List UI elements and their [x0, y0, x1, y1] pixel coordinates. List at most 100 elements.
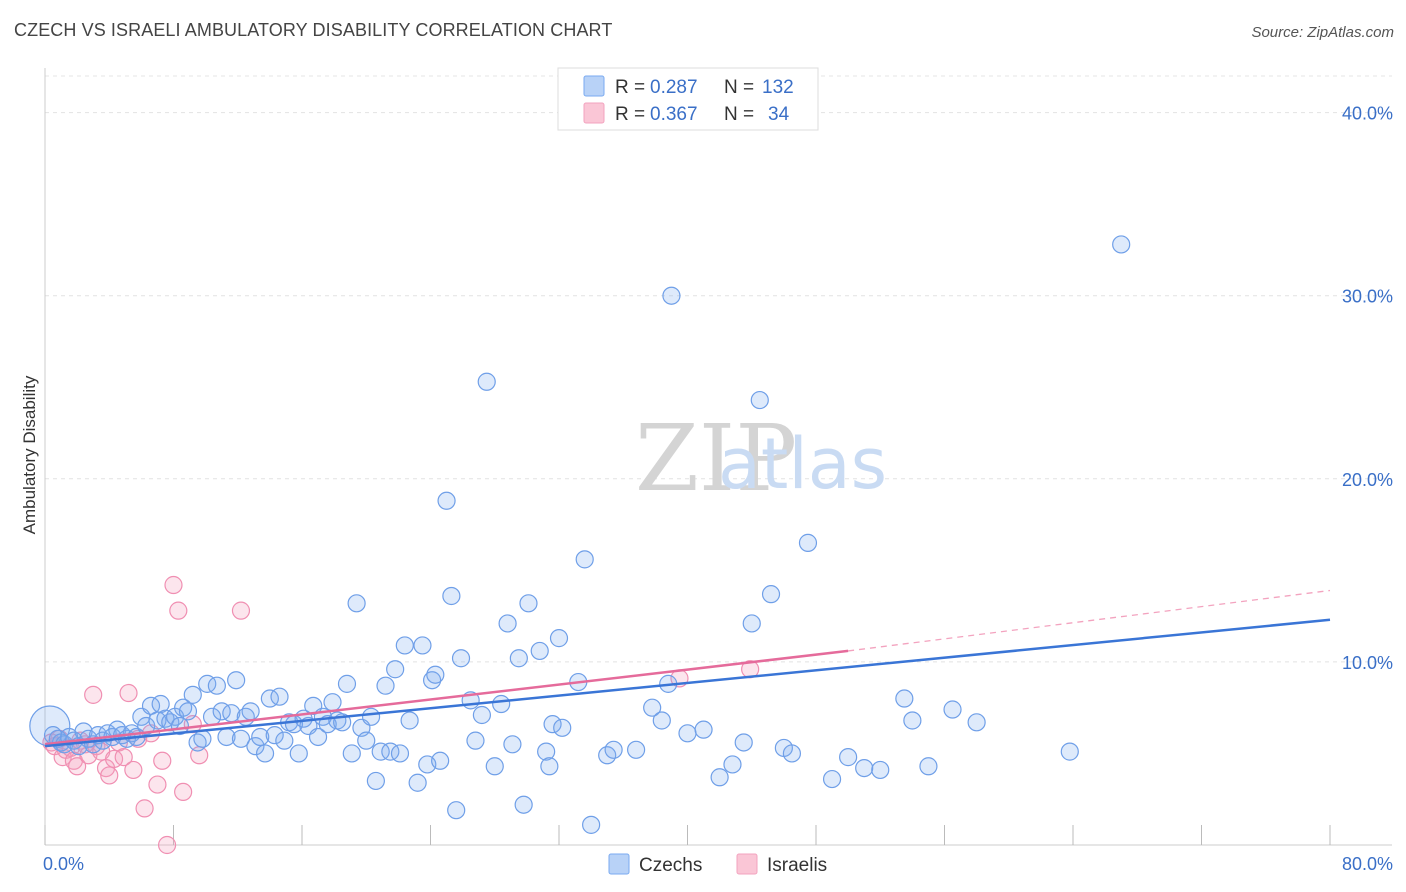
point-czechs: [540, 757, 559, 776]
watermark: ZIP atlas: [635, 405, 887, 512]
point-czechs: [413, 636, 432, 655]
legend-r-label-czechs: R =: [615, 77, 645, 98]
x-tick-label-min: 0.0%: [43, 854, 84, 874]
point-czechs: [855, 758, 874, 778]
bottom-legend-label-czechs: Czechs: [639, 855, 702, 876]
tick-labels: 10.0% 20.0% 30.0% 40.0% 0.0% 80.0%: [43, 104, 1393, 874]
point-israelis: [157, 835, 177, 855]
point-czechs: [509, 649, 528, 668]
point-czechs: [255, 744, 275, 763]
point-czechs: [178, 702, 198, 721]
y-tick-label: 40.0%: [1342, 104, 1393, 124]
point-israelis: [164, 575, 183, 595]
point-czechs: [275, 731, 294, 750]
point-israelis: [68, 757, 87, 776]
point-israelis: [148, 775, 167, 794]
y-tick-label: 20.0%: [1342, 470, 1393, 490]
point-czechs: [265, 726, 284, 745]
point-israelis: [231, 601, 251, 620]
point-israelis: [124, 760, 143, 780]
point-czechs: [270, 687, 289, 706]
legend-n-label-czechs: N =: [724, 77, 754, 98]
point-czechs: [347, 594, 366, 613]
point-czechs: [371, 742, 390, 761]
point-czechs: [451, 649, 471, 668]
point-czechs: [575, 550, 594, 569]
point-czechs: [289, 744, 308, 763]
point-czechs: [652, 711, 671, 730]
point-czechs: [395, 636, 414, 655]
point-czechs: [251, 727, 270, 747]
legend-r-value-czechs: 0.287: [650, 77, 698, 98]
legend-swatch-israelis: [583, 102, 605, 124]
point-israelis: [153, 751, 172, 770]
point-israelis: [135, 799, 154, 818]
point-czechs: [530, 641, 549, 661]
bottom-legend-label-israelis: Israelis: [767, 855, 827, 876]
bottom-legend: Czechs Israelis: [608, 853, 827, 876]
point-czechs: [742, 614, 761, 633]
trend-line-israelis: [44, 649, 849, 746]
point-czechs: [227, 671, 246, 690]
point-czechs: [537, 742, 556, 761]
point-czechs: [426, 665, 445, 684]
point-czechs: [366, 771, 385, 791]
point-czechs: [193, 729, 212, 748]
point-czechs: [492, 694, 511, 714]
legend-n-label-israelis: N =: [724, 104, 754, 125]
point-czechs: [710, 768, 729, 787]
point-czechs: [798, 533, 818, 552]
point-czechs: [782, 744, 802, 763]
chart-title: CZECH VS ISRAELI AMBULATORY DISABILITY C…: [14, 20, 613, 40]
point-czechs: [750, 390, 769, 410]
legend-n-value-israelis: 34: [768, 104, 790, 125]
point-israelis: [100, 766, 119, 785]
point-czechs: [390, 744, 410, 763]
point-czechs: [442, 586, 461, 606]
y-axis-label: Ambulatory Disability: [20, 375, 39, 534]
point-czechs: [400, 711, 419, 730]
point-czechs: [514, 795, 533, 814]
point-czechs: [662, 286, 681, 305]
y-tick-label: 30.0%: [1342, 287, 1393, 307]
watermark-zip: ZIP: [635, 405, 797, 512]
point-czechs: [386, 660, 405, 679]
point-czechs: [466, 731, 485, 750]
point-czechs: [723, 755, 742, 774]
legend-r-value-israelis: 0.367: [650, 104, 698, 125]
trend-extension-israelis: [848, 589, 1331, 652]
point-czechs: [678, 724, 697, 743]
point-czechs: [241, 702, 260, 721]
point-czechs: [967, 713, 986, 732]
point-czechs: [822, 769, 842, 789]
watermark-atlas: atlas: [718, 423, 887, 505]
series-czechs: [29, 235, 1131, 834]
point-czechs: [919, 757, 938, 776]
legend-r-label-israelis: R =: [615, 104, 645, 125]
point-czechs: [485, 757, 504, 776]
point-czechs: [423, 671, 442, 690]
point-czechs: [903, 711, 922, 730]
point-israelis: [114, 748, 133, 767]
point-czechs: [604, 740, 623, 759]
trend-line-czechs: [44, 618, 1331, 748]
point-czechs: [183, 685, 202, 704]
point-czechs: [408, 773, 427, 792]
point-czechs: [643, 698, 662, 717]
point-czechs: [734, 733, 753, 752]
point-czechs: [472, 705, 491, 725]
point-czechs: [137, 716, 156, 736]
point-czechs: [761, 585, 781, 604]
point-czechs: [246, 737, 265, 756]
point-czechs: [871, 760, 890, 780]
point-czechs: [231, 729, 251, 748]
point-czechs: [361, 707, 381, 726]
bottom-legend-swatch-czechs: [608, 853, 630, 875]
point-czechs: [308, 727, 328, 747]
point-czechs: [447, 801, 466, 820]
point-czechs: [582, 815, 601, 834]
source-label: Source: ZipAtlas.com: [1251, 24, 1394, 41]
point-czechs: [839, 748, 858, 767]
y-tick-label: 10.0%: [1342, 653, 1393, 673]
